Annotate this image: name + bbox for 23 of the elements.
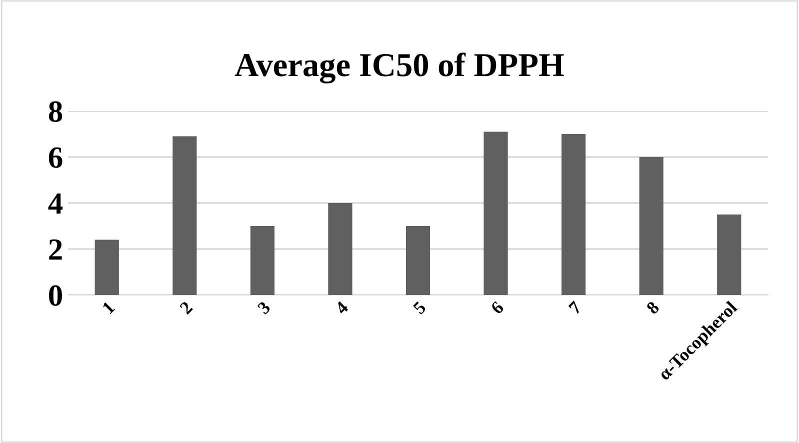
chart-title: Average IC50 of DPPH [234,52,564,84]
y-tick-label: 0 [49,285,62,306]
x-tick-label: 2 [179,300,193,315]
bar [94,240,119,295]
x-tick-label: 6 [490,300,504,315]
y-tick-label: 6 [48,147,62,168]
bar [172,136,197,295]
x-tick-label: 4 [334,300,349,315]
x-tick-label: 3 [256,300,271,315]
y-tick-label: 8 [48,101,62,122]
x-tick-label: 7 [568,300,582,314]
y-tick-label: 4 [48,193,63,214]
bar [250,226,274,295]
y-tick-label: 2 [49,239,62,260]
bar [328,203,352,295]
bar [717,214,742,295]
bar [639,157,664,295]
bar [406,226,430,295]
x-tick-label: 8 [646,300,660,315]
x-tick-label: 1 [102,300,116,314]
bar [562,134,586,295]
x-tick-label: 5 [412,300,427,315]
bar [484,132,508,295]
